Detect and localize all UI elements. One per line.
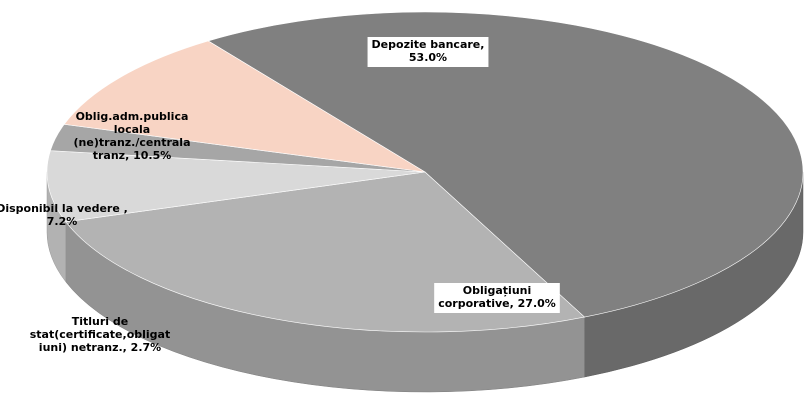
data-label: Disponibil la vedere ,7.2%: [0, 202, 128, 228]
slice: [63, 40, 426, 173]
data-label-line: locala: [114, 123, 150, 136]
data-label-line: iuni) netranz., 2.7%: [39, 341, 161, 354]
data-label-line: Disponibil la vedere ,: [0, 202, 128, 215]
slice: [46, 150, 426, 223]
data-label: Depozite bancare,53.0%: [367, 37, 489, 67]
data-label: Titluri destat(certificate,obligatiuni) …: [30, 315, 170, 354]
data-label-line: corporative, 27.0%: [438, 297, 556, 310]
data-label-box: [367, 37, 489, 67]
data-label: Oblig.adm.publicalocala(ne)tranz./centra…: [74, 110, 191, 162]
data-label-line: stat(certificate,obligat: [30, 328, 170, 341]
data-label-line: Obligațiuni: [463, 284, 532, 297]
data-label-line: Oblig.adm.publica: [76, 110, 189, 123]
data-label-line: 7.2%: [47, 215, 78, 228]
data-label-line: (ne)tranz./centrala: [74, 136, 191, 149]
data-label-line: Titluri de: [72, 315, 129, 328]
data-label-line: 53.0%: [409, 51, 447, 64]
data-label-box: [434, 283, 560, 313]
slice: [207, 11, 804, 318]
data-label-line: Depozite bancare,: [372, 38, 485, 51]
data-label-line: tranz, 10.5%: [93, 149, 172, 162]
